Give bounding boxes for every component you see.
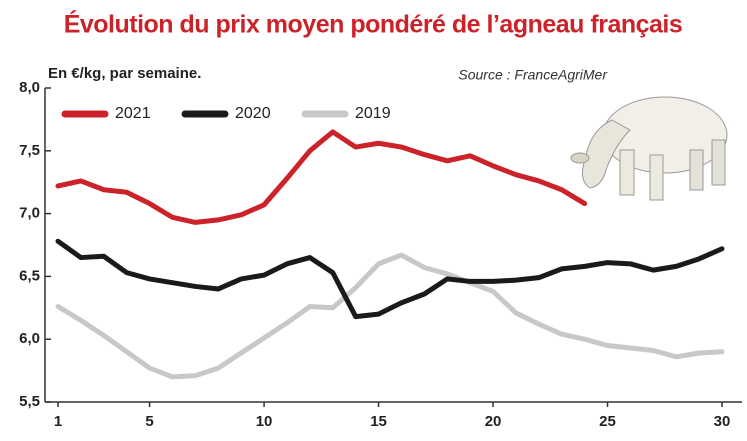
y-tick-label: 5,5 bbox=[19, 393, 40, 410]
x-tick-label: 10 bbox=[256, 413, 273, 430]
y-tick-label: 7,0 bbox=[19, 205, 40, 222]
chart-title: Évolution du prix moyen pondéré de l’agn… bbox=[64, 10, 683, 39]
sheep bbox=[570, 96, 728, 201]
y-tick-label: 6,0 bbox=[19, 330, 40, 347]
x-tick-label: 30 bbox=[714, 413, 731, 430]
y-tick-label: 6,5 bbox=[19, 267, 40, 284]
y-tick-label: 7,5 bbox=[19, 142, 40, 159]
x-tick-label: 15 bbox=[370, 413, 387, 430]
x-tick-label: 5 bbox=[145, 413, 153, 430]
line-series bbox=[55, 252, 725, 380]
x-tick-label: 20 bbox=[485, 413, 502, 430]
x-tick-label: 25 bbox=[599, 413, 616, 430]
line-series bbox=[55, 129, 588, 225]
line-series bbox=[55, 238, 725, 320]
y-tick-label: 8,0 bbox=[19, 79, 40, 96]
legend-label: 2020 bbox=[235, 105, 271, 122]
subtitle: En €/kg, par semaine. bbox=[48, 65, 201, 82]
source: Source : FranceAgriMer bbox=[458, 67, 608, 83]
legend-label: 2019 bbox=[355, 105, 391, 122]
legend-label: 2021 bbox=[115, 105, 151, 122]
x-tick-label: 1 bbox=[54, 413, 62, 430]
